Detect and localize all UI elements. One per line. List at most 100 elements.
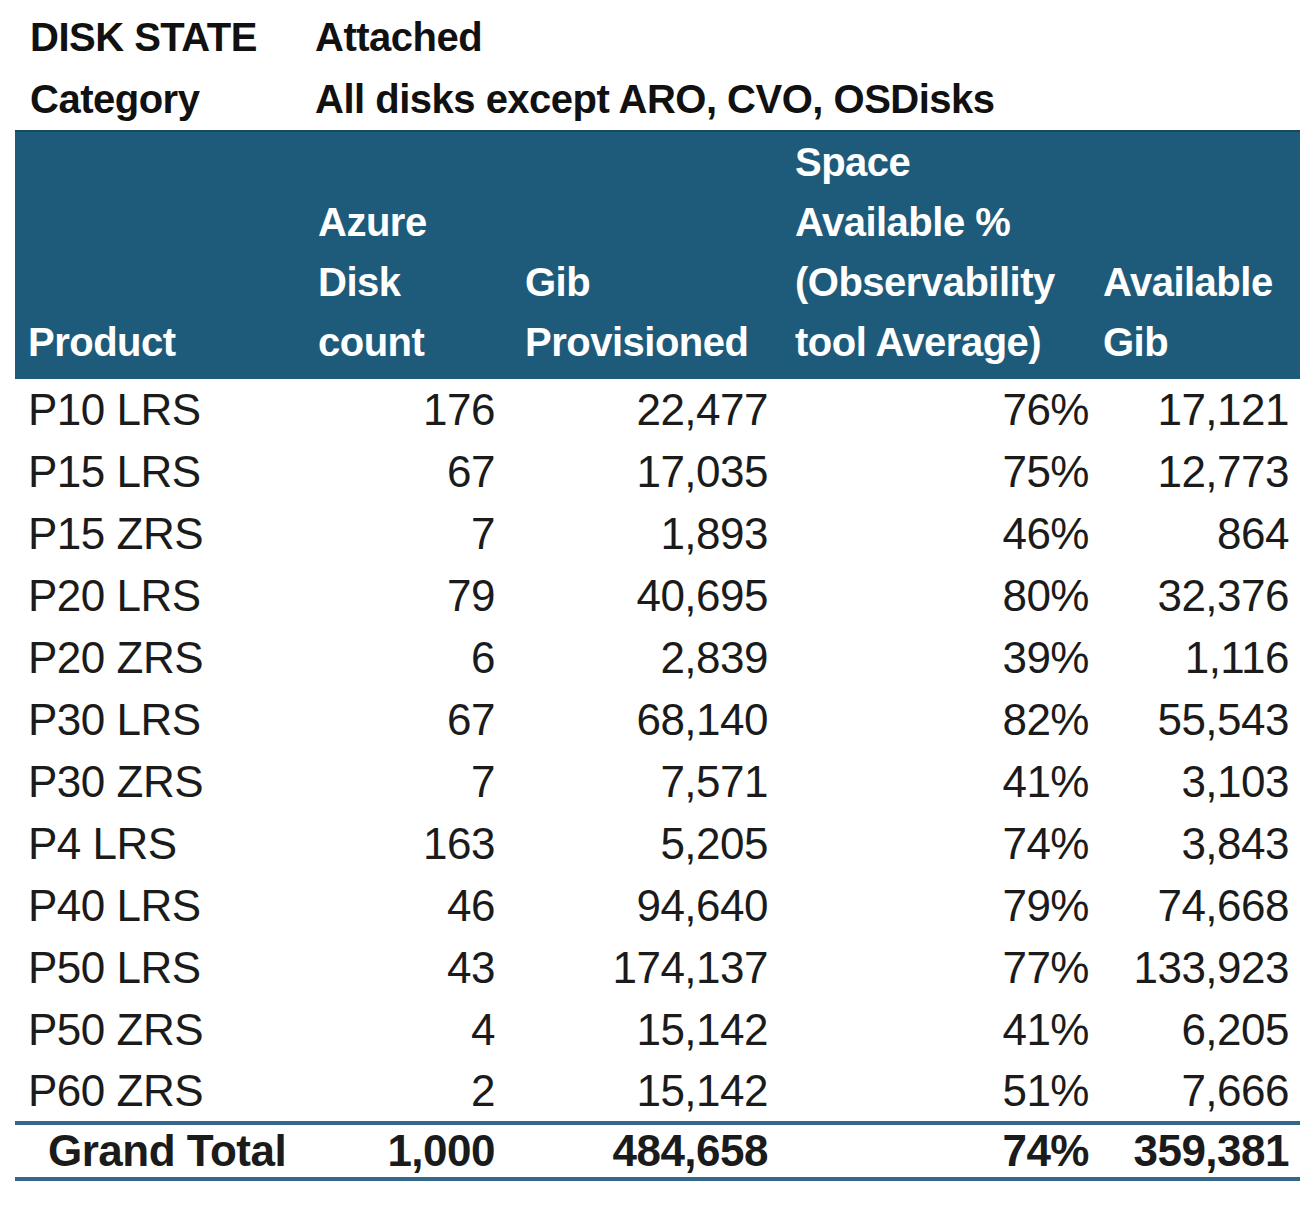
filter-block: DISK STATE Attached Category All disks e… <box>0 6 1312 130</box>
cell-azure-disk-count: 2 <box>310 1061 497 1123</box>
cell-available-gib: 55,543 <box>1090 689 1300 751</box>
cell-space-available-pct: 41% <box>770 999 1090 1061</box>
cell-space-available-pct: 41% <box>770 751 1090 813</box>
table-row: P20 LRS 79 40,695 80% 32,376 <box>15 565 1300 627</box>
table-body: P10 LRS 176 22,477 76% 17,121 P15 LRS 67… <box>15 379 1300 1179</box>
col-header-available-gib: Available Gib <box>1090 131 1300 379</box>
cell-space-available-pct: 77% <box>770 937 1090 999</box>
cell-azure-disk-count: 79 <box>310 565 497 627</box>
disk-summary-table: Product Azure Disk count Gib Provisioned… <box>15 130 1300 1181</box>
header-line: Space <box>795 132 1090 192</box>
table-row: P30 ZRS 7 7,571 41% 3,103 <box>15 751 1300 813</box>
header-row: Product Azure Disk count Gib Provisioned… <box>15 131 1300 379</box>
cell-azure-disk-count: 43 <box>310 937 497 999</box>
category-row: Category All disks except ARO, CVO, OSDi… <box>30 68 1312 130</box>
cell-grand-total-available-gib: 359,381 <box>1090 1123 1300 1179</box>
cell-product: P50 LRS <box>15 937 310 999</box>
header-line: count <box>318 312 497 372</box>
cell-gib-provisioned: 7,571 <box>497 751 770 813</box>
cell-product: P30 LRS <box>15 689 310 751</box>
cell-space-available-pct: 76% <box>770 379 1090 441</box>
cell-available-gib: 3,843 <box>1090 813 1300 875</box>
disk-state-row: DISK STATE Attached <box>30 6 1312 68</box>
header-line: Disk <box>318 252 497 312</box>
cell-space-available-pct: 75% <box>770 441 1090 503</box>
header-line: Azure <box>318 192 497 252</box>
cell-grand-total-space-available-pct: 74% <box>770 1123 1090 1179</box>
col-header-product: Product <box>15 131 310 379</box>
cell-space-available-pct: 82% <box>770 689 1090 751</box>
header-line: Provisioned <box>525 312 770 372</box>
cell-grand-total-label: Grand Total <box>15 1123 310 1179</box>
table-row: P15 LRS 67 17,035 75% 12,773 <box>15 441 1300 503</box>
cell-available-gib: 74,668 <box>1090 875 1300 937</box>
cell-azure-disk-count: 7 <box>310 503 497 565</box>
cell-space-available-pct: 39% <box>770 627 1090 689</box>
cell-gib-provisioned: 15,142 <box>497 999 770 1061</box>
cell-azure-disk-count: 163 <box>310 813 497 875</box>
category-value: All disks except ARO, CVO, OSDisks <box>315 77 995 122</box>
cell-available-gib: 3,103 <box>1090 751 1300 813</box>
cell-gib-provisioned: 68,140 <box>497 689 770 751</box>
cell-product: P20 LRS <box>15 565 310 627</box>
category-label: Category <box>30 77 315 122</box>
header-line: Gib <box>1103 312 1300 372</box>
cell-space-available-pct: 79% <box>770 875 1090 937</box>
table-row: P60 ZRS 2 15,142 51% 7,666 <box>15 1061 1300 1123</box>
header-line: Product <box>28 312 310 372</box>
cell-product: P50 ZRS <box>15 999 310 1061</box>
col-header-azure-disk-count: Azure Disk count <box>310 131 497 379</box>
cell-gib-provisioned: 174,137 <box>497 937 770 999</box>
cell-product: P20 ZRS <box>15 627 310 689</box>
cell-gib-provisioned: 22,477 <box>497 379 770 441</box>
grand-total-row: Grand Total 1,000 484,658 74% 359,381 <box>15 1123 1300 1179</box>
cell-gib-provisioned: 2,839 <box>497 627 770 689</box>
cell-azure-disk-count: 67 <box>310 441 497 503</box>
cell-grand-total-disk-count: 1,000 <box>310 1123 497 1179</box>
cell-available-gib: 1,116 <box>1090 627 1300 689</box>
col-header-gib-provisioned: Gib Provisioned <box>497 131 770 379</box>
cell-space-available-pct: 74% <box>770 813 1090 875</box>
cell-product: P10 LRS <box>15 379 310 441</box>
table-row: P20 ZRS 6 2,839 39% 1,116 <box>15 627 1300 689</box>
cell-available-gib: 864 <box>1090 503 1300 565</box>
cell-available-gib: 17,121 <box>1090 379 1300 441</box>
col-header-space-available-pct: Space Available % (Observability tool Av… <box>770 131 1090 379</box>
cell-available-gib: 7,666 <box>1090 1061 1300 1123</box>
table-row: P30 LRS 67 68,140 82% 55,543 <box>15 689 1300 751</box>
cell-product: P40 LRS <box>15 875 310 937</box>
header-line: tool Average) <box>795 312 1090 372</box>
header-line: Available % <box>795 192 1090 252</box>
cell-azure-disk-count: 4 <box>310 999 497 1061</box>
header-line: Gib <box>525 252 770 312</box>
cell-product: P4 LRS <box>15 813 310 875</box>
cell-space-available-pct: 80% <box>770 565 1090 627</box>
cell-product: P30 ZRS <box>15 751 310 813</box>
cell-azure-disk-count: 6 <box>310 627 497 689</box>
table-row: P10 LRS 176 22,477 76% 17,121 <box>15 379 1300 441</box>
table-row: P4 LRS 163 5,205 74% 3,843 <box>15 813 1300 875</box>
cell-product: P60 ZRS <box>15 1061 310 1123</box>
header-line: (Observability <box>795 252 1090 312</box>
cell-azure-disk-count: 67 <box>310 689 497 751</box>
cell-gib-provisioned: 15,142 <box>497 1061 770 1123</box>
table-row: P15 ZRS 7 1,893 46% 864 <box>15 503 1300 565</box>
cell-azure-disk-count: 7 <box>310 751 497 813</box>
cell-azure-disk-count: 46 <box>310 875 497 937</box>
cell-available-gib: 32,376 <box>1090 565 1300 627</box>
disk-state-value: Attached <box>315 15 482 60</box>
table-row: P50 ZRS 4 15,142 41% 6,205 <box>15 999 1300 1061</box>
cell-gib-provisioned: 5,205 <box>497 813 770 875</box>
cell-space-available-pct: 51% <box>770 1061 1090 1123</box>
cell-space-available-pct: 46% <box>770 503 1090 565</box>
cell-product: P15 ZRS <box>15 503 310 565</box>
cell-gib-provisioned: 40,695 <box>497 565 770 627</box>
cell-gib-provisioned: 94,640 <box>497 875 770 937</box>
cell-grand-total-gib-provisioned: 484,658 <box>497 1123 770 1179</box>
table-row: P40 LRS 46 94,640 79% 74,668 <box>15 875 1300 937</box>
cell-available-gib: 12,773 <box>1090 441 1300 503</box>
disk-state-label: DISK STATE <box>30 15 315 60</box>
table-row: P50 LRS 43 174,137 77% 133,923 <box>15 937 1300 999</box>
report-page: DISK STATE Attached Category All disks e… <box>0 0 1312 1210</box>
cell-product: P15 LRS <box>15 441 310 503</box>
